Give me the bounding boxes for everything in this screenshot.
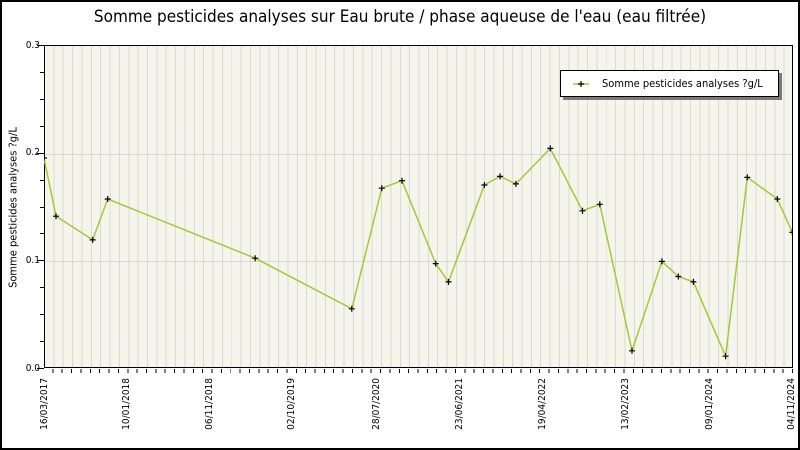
y-major-tick-mark [37,260,44,262]
y-minor-tick-mark [40,287,44,289]
y-tick-label: 0.2 [25,147,40,159]
x-axis-tick-marks [44,369,793,373]
x-tick-label: 13/02/2023 [619,378,631,430]
legend: Somme pesticides analyses ?g/L [560,70,779,97]
y-tick-label: 0.0 [25,362,40,374]
y-minor-tick-mark [40,125,44,127]
y-minor-tick-mark [40,206,44,208]
y-major-tick-mark [37,45,44,46]
x-tick-label: 28/07/2020 [371,378,383,430]
series-line [44,147,793,360]
x-tick-label: 02/10/2019 [286,378,298,430]
horizontal-gridline [45,154,792,155]
y-minor-tick-mark [40,71,44,73]
y-axis-title: Somme pesticides analyses ?g/L [6,127,20,288]
y-tick-label: 0.1 [25,254,40,266]
legend-entry-label: Somme pesticides analyses ?g/L [602,77,763,90]
y-minor-tick-mark [40,341,44,343]
y-minor-tick-mark [40,233,44,235]
y-minor-tick-mark [40,98,44,100]
x-tick-label: 09/01/2024 [704,378,716,430]
y-minor-tick-mark [40,314,44,316]
x-tick-label: 16/03/2017 [38,378,50,430]
x-tick-label: 19/04/2022 [537,378,549,430]
plot-area [44,45,793,368]
x-tick-label: 06/11/2018 [204,378,216,430]
y-tick-label: 0.3 [25,39,40,51]
horizontal-gridline [45,261,792,262]
x-tick-label: 04/11/2024 [786,378,797,430]
x-tick-label: 10/01/2018 [120,378,132,430]
chart-title: Somme pesticides analyses sur Eau brute … [93,7,707,27]
y-major-tick-mark [37,152,44,154]
data-series-svg [44,145,793,360]
y-minor-tick-mark [40,179,44,181]
x-tick-label: 23/06/2021 [454,378,466,430]
legend-marker-icon [573,80,589,87]
series-plus-markers [44,145,793,360]
y-major-tick-mark [37,368,44,369]
